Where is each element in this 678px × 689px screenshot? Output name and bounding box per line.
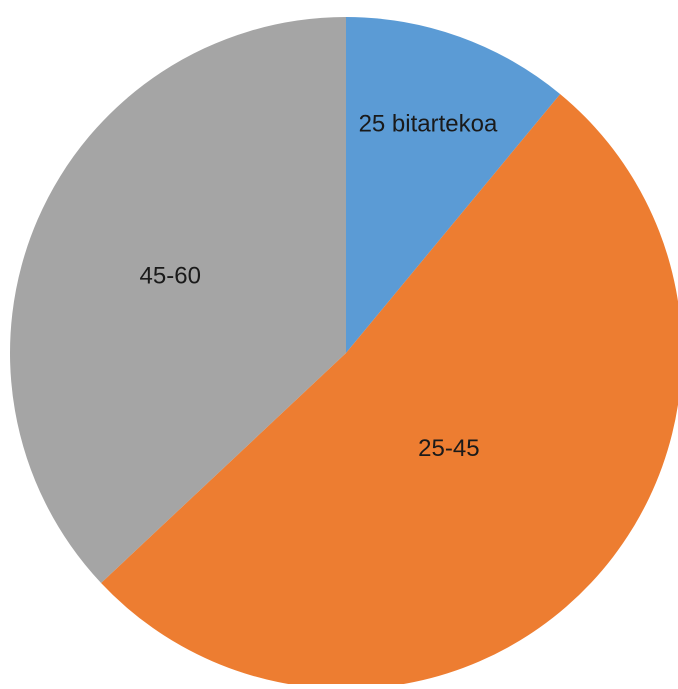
slice-label-3: 45-60 — [140, 262, 201, 289]
pie-slice-1 — [346, 17, 561, 353]
pie-slice-3 — [10, 17, 347, 584]
pie-labels: 25 bitartekoa 25-45 45-60 — [140, 111, 498, 462]
slice-label-2: 25-45 — [418, 435, 479, 462]
pie-slice-2 — [101, 94, 678, 689]
slice-label-1: 25 bitartekoa — [359, 111, 498, 138]
pie-slices — [10, 17, 678, 689]
